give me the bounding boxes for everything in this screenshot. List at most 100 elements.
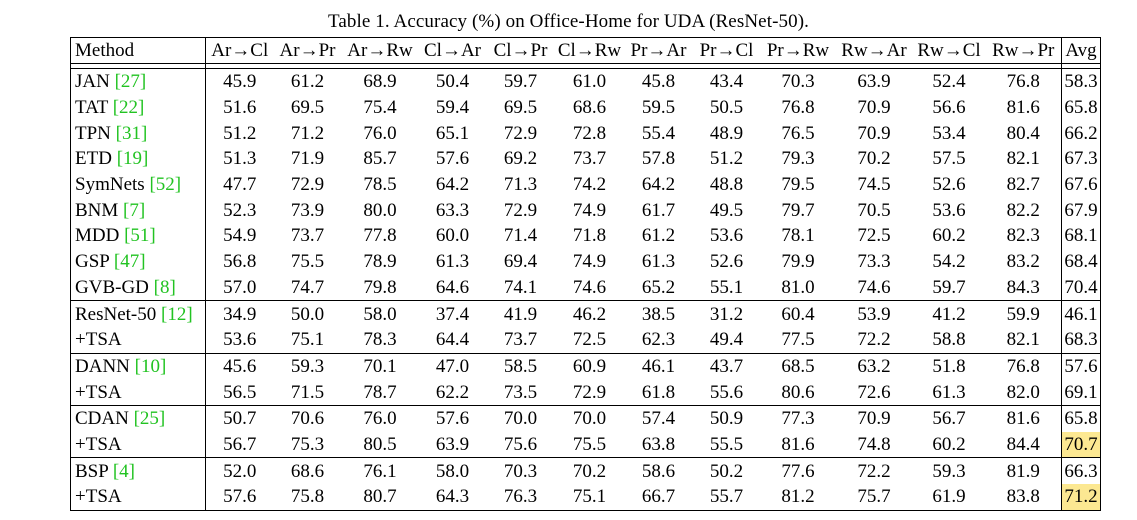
accuracy-cell: 68.6 [273, 457, 342, 484]
accuracy-cell: 80.7 [341, 484, 419, 511]
accuracy-cell: 50.0 [273, 300, 342, 327]
accuracy-cell: 59.7 [932, 276, 966, 298]
accuracy-cell: 48.8 [709, 174, 744, 196]
accuracy-cell: 73.7 [290, 225, 325, 247]
accuracy-cell: 65.1 [435, 122, 470, 144]
citation-link[interactable]: [51] [124, 225, 156, 247]
method-name: CDAN [75, 408, 129, 430]
accuracy-cell: 70.3 [486, 457, 555, 484]
citation-link[interactable]: [8] [153, 276, 176, 298]
citation-link[interactable]: [52] [149, 174, 182, 196]
method-cell: +TSA [70, 431, 206, 458]
method-name: GVB-GD [75, 276, 149, 298]
accuracy-cell: 55.6 [709, 381, 744, 403]
accuracy-cell: 82.1 [1006, 329, 1040, 351]
accuracy-cell: 82.7 [1006, 174, 1040, 196]
accuracy-cell: 78.3 [363, 329, 397, 351]
accuracy-cell: 54.2 [932, 251, 966, 273]
accuracy-cell: 75.1 [554, 484, 625, 511]
citation-link[interactable]: [22] [112, 97, 145, 119]
accuracy-cell: 38.5 [624, 300, 693, 327]
accuracy-cell: 61.0 [572, 71, 607, 93]
accuracy-cell: 58.5 [486, 352, 555, 380]
citation-link[interactable]: [10] [134, 355, 167, 377]
accuracy-cell: 70.2 [857, 148, 891, 170]
table-row: MDD [51] 54.9 73.7 77.8 60.0 71.4 71.8 61.2 53.6… [70, 223, 1101, 249]
method-cell: SymNets [52] [70, 171, 206, 198]
method-cell: +TSA [70, 326, 206, 354]
task-column-header: Ar→Cl [205, 37, 274, 64]
accuracy-cell: 81.9 [985, 457, 1062, 484]
accuracy-cell: 46.1 [624, 352, 693, 380]
citation-link[interactable]: [25] [133, 408, 166, 430]
accuracy-cell: 85.7 [363, 148, 397, 170]
method-cell: ResNet-50 [12] [70, 300, 206, 327]
accuracy-cell: 63.2 [835, 352, 913, 380]
accuracy-cell: 80.5 [363, 433, 397, 455]
citation-link[interactable]: [31] [115, 122, 148, 144]
accuracy-cell: 70.3 [781, 71, 815, 93]
citation-link[interactable]: [4] [112, 460, 136, 482]
table-row: GVB-GD [8] 57.0 74.7 79.8 64.6 74.1 74.6 65.2 55… [70, 274, 1101, 301]
accuracy-cell: 45.9 [223, 71, 257, 93]
accuracy-cell: 78.5 [363, 174, 397, 196]
accuracy-cell: 82.1 [1006, 148, 1040, 170]
task-column-header: Cl→Rw [554, 37, 625, 64]
accuracy-cell: 51.3 [223, 148, 257, 170]
citation-link[interactable]: [7] [123, 199, 146, 221]
accuracy-cell: 80.4 [1006, 122, 1040, 144]
method-name: TAT [75, 97, 108, 119]
accuracy-cell: 53.9 [835, 300, 913, 327]
accuracy-cell: 50.5 [709, 97, 744, 119]
method-name: BNM [75, 199, 119, 221]
accuracy-cell: 73.5 [503, 381, 538, 403]
accuracy-cell: 57.6 [418, 404, 487, 432]
header-separator [70, 63, 1101, 69]
citation-link[interactable]: [19] [116, 148, 149, 170]
accuracy-cell: 81.6 [985, 404, 1062, 432]
accuracy-cell: 76.0 [363, 122, 397, 144]
table-row: BSP [4] 52.0 68.6 76.1 58.0 70.3 70.2 58.6 50.2 7… [70, 457, 1101, 484]
avg-cell: 67.9 [1061, 197, 1101, 224]
accuracy-cell: 59.9 [985, 300, 1062, 327]
avg-cell: 65.8 [1061, 94, 1101, 121]
accuracy-cell: 51.2 [223, 122, 257, 144]
accuracy-cell: 63.9 [435, 433, 470, 455]
accuracy-cell: 82.3 [1006, 225, 1040, 247]
method-cell: MDD [51] [70, 223, 206, 249]
method-name: +TSA [75, 486, 122, 508]
accuracy-cell: 84.3 [1006, 276, 1040, 298]
accuracy-cell: 76.3 [486, 484, 555, 511]
accuracy-cell: 55.4 [641, 122, 676, 144]
method-name: JAN [75, 71, 110, 93]
accuracy-cell: 48.9 [709, 122, 744, 144]
accuracy-cell: 74.9 [572, 199, 607, 221]
avg-cell: 68.3 [1061, 326, 1101, 354]
accuracy-cell: 52.3 [223, 199, 257, 221]
accuracy-cell: 52.6 [709, 251, 744, 273]
accuracy-cell: 57.0 [223, 276, 257, 298]
accuracy-cell: 57.8 [641, 148, 676, 170]
citation-link[interactable]: [47] [113, 251, 146, 273]
accuracy-cell: 72.9 [572, 381, 607, 403]
task-column-header: Cl→Ar [418, 37, 487, 64]
accuracy-cell: 75.1 [290, 329, 325, 351]
method-cell: +TSA [70, 484, 206, 511]
accuracy-cell: 75.3 [290, 433, 325, 455]
avg-cell: 66.2 [1061, 120, 1101, 147]
citation-link[interactable]: [27] [114, 71, 147, 93]
accuracy-cell: 75.5 [290, 251, 325, 273]
table-row: +TSA 53.6 75.1 78.3 64.4 73.7 72.5 62.3 49.4 77.5… [70, 326, 1101, 354]
citation-link[interactable]: [12] [161, 303, 193, 325]
task-column-header: Rw→Ar [835, 37, 913, 64]
accuracy-cell: 64.3 [418, 484, 487, 511]
accuracy-cell: 78.1 [781, 225, 815, 247]
accuracy-cell: 69.5 [503, 97, 538, 119]
accuracy-cell: 81.2 [760, 484, 836, 511]
table-row: GSP [47] 56.8 75.5 78.9 61.3 69.4 74.9 61.3 52.6… [70, 248, 1101, 275]
accuracy-cell: 76.0 [341, 404, 419, 432]
accuracy-cell: 56.6 [932, 97, 966, 119]
accuracy-cell: 47.0 [418, 352, 487, 380]
accuracy-cell: 60.2 [932, 225, 966, 247]
accuracy-cell: 64.2 [435, 174, 470, 196]
